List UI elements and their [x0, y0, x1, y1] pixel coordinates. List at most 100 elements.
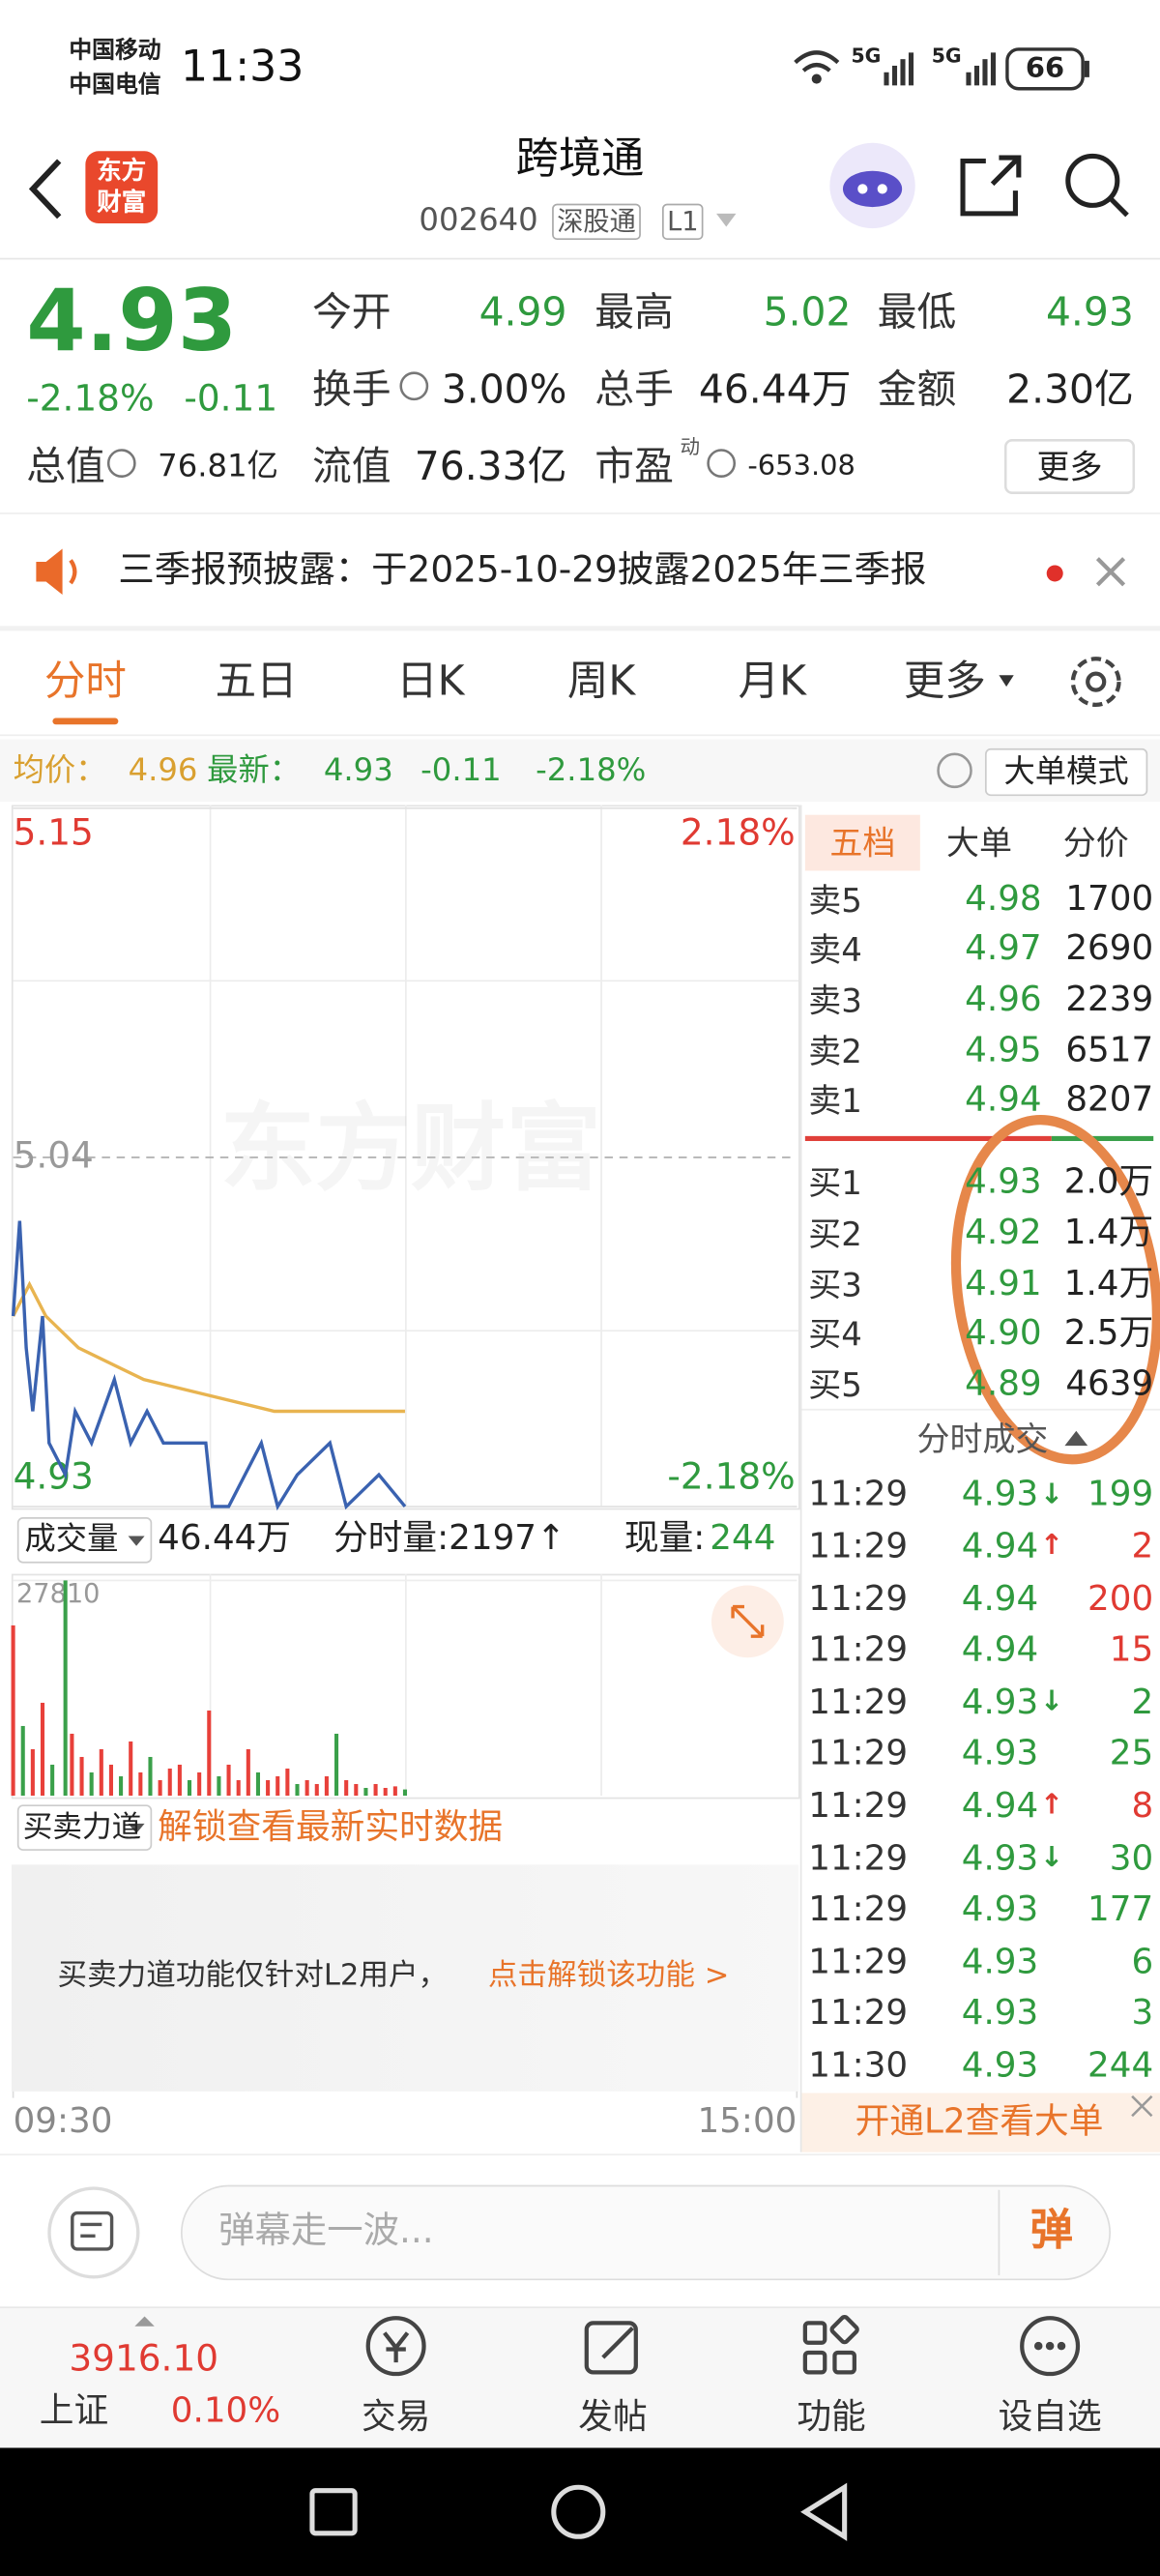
close-notice[interactable]: [1095, 557, 1126, 587]
volume-bar: [89, 1771, 94, 1796]
power-note: 买卖力道功能仅针对L2用户，: [57, 1958, 449, 1994]
power-label[interactable]: 买卖力道: [22, 1810, 142, 1846]
current-volume: 244: [710, 1518, 776, 1559]
expand-icon[interactable]: [710, 1585, 784, 1658]
chart-tab[interactable]: 分时: [44, 657, 127, 705]
system-nav-bg: [0, 2447, 1160, 2576]
book-volume: 8207: [1065, 1079, 1154, 1120]
book-volume: 2.5万: [1063, 1313, 1154, 1353]
book-tab[interactable]: 大单: [946, 823, 1013, 863]
index-value[interactable]: 3916.10: [69, 2339, 219, 2381]
logo: [85, 151, 159, 224]
field-label: 今开: [311, 288, 392, 335]
field-label: 最低: [877, 288, 957, 335]
chart-tab[interactable]: 日K: [396, 657, 465, 705]
change: -0.11: [184, 379, 278, 421]
y-tick-label: 5.15: [14, 811, 94, 854]
volume-bar: [138, 1771, 143, 1796]
mode-label[interactable]: 大单模式: [1003, 753, 1129, 790]
book-tab[interactable]: 五档: [829, 823, 896, 863]
trade-arrow: ↑: [1039, 1530, 1064, 1564]
danmaku-button[interactable]: 弹: [1030, 2207, 1073, 2257]
nav-item[interactable]: 功能: [797, 2397, 866, 2438]
chart-tab[interactable]: 月K: [738, 657, 807, 705]
comment-placeholder[interactable]: 弹幕走一波...: [218, 2210, 434, 2252]
trade-price: 4.93: [961, 2045, 1039, 2086]
y2-tick-label: -2.18%: [667, 1455, 795, 1498]
close-banner[interactable]: [1131, 2094, 1153, 2118]
volume-bar: [363, 1787, 368, 1796]
trade-volume: 6: [1131, 1941, 1154, 1981]
search-icon[interactable]: [1065, 153, 1129, 218]
book-volume: 2239: [1065, 980, 1154, 1020]
speaker-icon: [36, 548, 63, 596]
book-tab[interactable]: 分价: [1062, 823, 1129, 863]
locked-area: [11, 1864, 799, 2092]
volume-bar: [148, 1756, 153, 1796]
trade-time: 11:29: [808, 1682, 909, 1722]
trade-price: 4.93: [961, 1889, 1039, 1929]
power-selector[interactable]: [16, 1804, 153, 1851]
book-price: 4.97: [965, 928, 1042, 969]
trade-price: 4.93: [961, 1734, 1039, 1773]
trades-title: 分时成交: [916, 1419, 1049, 1459]
volume-bar: [295, 1783, 300, 1796]
volume-bar: [99, 1748, 103, 1796]
field-sup: 动: [680, 434, 701, 458]
chart-tab[interactable]: 周K: [566, 657, 636, 705]
nav-item[interactable]: 交易: [361, 2397, 431, 2438]
battery: [1005, 47, 1085, 91]
unread-dot: [1046, 565, 1063, 582]
system-nav[interactable]: [309, 2482, 848, 2541]
y-tick-label: 4.93: [14, 1455, 94, 1498]
help-icon[interactable]: [937, 752, 972, 789]
trade-volume: 15: [1109, 1629, 1154, 1670]
book-price: 4.95: [965, 1030, 1042, 1070]
volume-bar: [167, 1768, 172, 1796]
x-tick-label: 09:30: [14, 2101, 113, 2141]
field-value: 76.81亿: [158, 448, 278, 484]
volume-bar: [158, 1779, 162, 1796]
nav-item[interactable]: 设自选: [998, 2397, 1102, 2438]
book-label: 卖2: [808, 1031, 862, 1071]
more-button[interactable]: [1003, 439, 1136, 494]
chart-tab[interactable]: 更多: [903, 657, 986, 705]
trade-time: 11:29: [808, 1785, 909, 1826]
l2-banner[interactable]: 开通L2查看大单: [855, 2101, 1104, 2142]
latest-label: 最新：: [207, 751, 302, 788]
stock-code: 002640: [419, 201, 538, 238]
settings-icon[interactable]: [1070, 657, 1121, 707]
trade-volume: 25: [1109, 1734, 1154, 1773]
volume-bar: [226, 1764, 231, 1796]
volume-bar: [354, 1783, 359, 1796]
volume-selector[interactable]: [16, 1517, 153, 1564]
share-icon[interactable]: [960, 155, 1022, 217]
volume-bar: [344, 1779, 349, 1796]
book-label: 买4: [808, 1314, 862, 1354]
volume-bar: [108, 1764, 113, 1796]
book-volume: 1700: [1065, 879, 1154, 920]
book-volume: 2690: [1065, 928, 1154, 969]
price-line: [11, 1220, 407, 1511]
nav-item[interactable]: 发帖: [578, 2397, 648, 2438]
chart-tab[interactable]: 五日: [215, 657, 298, 705]
trade-price: 4.93: [961, 1993, 1039, 2034]
volume-label[interactable]: 成交量: [24, 1520, 119, 1557]
power-unlock[interactable]: 解锁查看最新实时数据: [158, 1807, 504, 1848]
volume-bar: [20, 1725, 25, 1796]
back-button[interactable]: [28, 159, 62, 220]
mode-button[interactable]: [984, 747, 1148, 797]
comment-list-icon[interactable]: [47, 2186, 140, 2279]
power-link[interactable]: 点击解锁该功能 >: [487, 1958, 730, 1994]
index-name[interactable]: 上证: [39, 2390, 109, 2431]
stock-name: 跨境通: [515, 134, 645, 185]
more-button-label[interactable]: 更多: [1036, 447, 1103, 486]
assistant-icon[interactable]: [829, 142, 915, 229]
info-icon: [106, 371, 737, 478]
volume-bar: [197, 1771, 202, 1796]
comment-input[interactable]: [180, 2184, 1112, 2281]
field-label: 金额: [877, 366, 957, 412]
trade-arrow: ↓: [1039, 1841, 1064, 1875]
index-change[interactable]: 0.10%: [170, 2390, 281, 2431]
trade-price: 4.93: [961, 1941, 1039, 1981]
